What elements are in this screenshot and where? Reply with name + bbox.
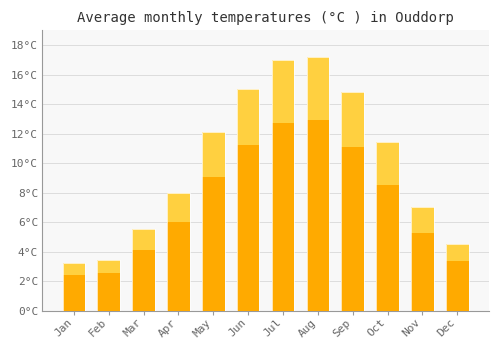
Bar bbox=[98, 273, 120, 310]
Bar bbox=[306, 120, 329, 310]
Bar bbox=[98, 260, 120, 310]
Bar bbox=[446, 244, 468, 310]
Bar bbox=[202, 177, 224, 310]
Bar bbox=[132, 250, 155, 310]
Bar bbox=[62, 275, 85, 310]
Bar bbox=[411, 233, 434, 310]
Bar bbox=[202, 132, 224, 177]
Bar bbox=[272, 60, 294, 310]
Bar bbox=[446, 244, 468, 261]
Bar bbox=[446, 261, 468, 310]
Bar bbox=[62, 264, 85, 275]
Bar bbox=[411, 207, 434, 233]
Bar bbox=[132, 230, 155, 250]
Bar bbox=[167, 193, 190, 222]
Bar bbox=[272, 60, 294, 122]
Bar bbox=[62, 264, 85, 310]
Bar bbox=[306, 57, 329, 310]
Bar bbox=[376, 184, 399, 310]
Bar bbox=[342, 92, 364, 147]
Bar bbox=[98, 260, 120, 273]
Title: Average monthly temperatures (°C ) in Ouddorp: Average monthly temperatures (°C ) in Ou… bbox=[77, 11, 454, 25]
Bar bbox=[237, 145, 260, 310]
Bar bbox=[342, 147, 364, 310]
Bar bbox=[306, 57, 329, 120]
Bar bbox=[376, 142, 399, 310]
Bar bbox=[167, 222, 190, 310]
Bar bbox=[272, 122, 294, 310]
Bar bbox=[411, 207, 434, 310]
Bar bbox=[376, 142, 399, 184]
Bar bbox=[237, 89, 260, 145]
Bar bbox=[132, 230, 155, 310]
Bar bbox=[342, 92, 364, 310]
Bar bbox=[167, 193, 190, 310]
Bar bbox=[237, 89, 260, 310]
Bar bbox=[202, 132, 224, 310]
